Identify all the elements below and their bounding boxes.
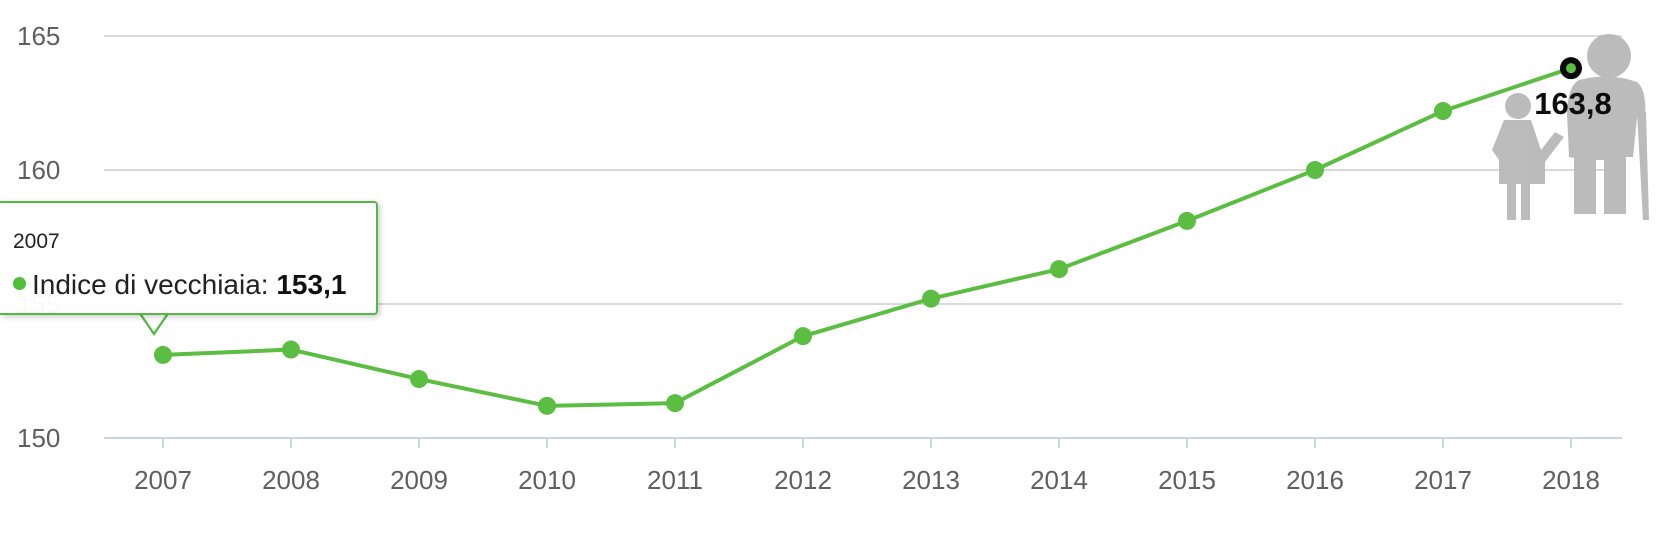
x-tick-label: 2012 <box>774 465 832 495</box>
x-tick-label: 2014 <box>1030 465 1088 495</box>
elder-head-icon <box>1587 34 1631 78</box>
data-point <box>154 345 172 364</box>
walking-cane-icon <box>1637 112 1649 220</box>
x-tick-label: 2013 <box>902 465 960 495</box>
tooltip-series-value: 153,1 <box>276 269 347 300</box>
y-tick-label: 160 <box>17 155 60 185</box>
data-point <box>282 340 300 359</box>
data-point <box>410 370 428 389</box>
data-point <box>538 396 556 415</box>
data-point <box>922 289 940 308</box>
tooltip-arrow-inner <box>141 313 167 332</box>
x-tick-label: 2015 <box>1158 465 1216 495</box>
data-point <box>1306 161 1324 179</box>
y-tick-label: 165 <box>17 21 60 51</box>
x-tick-label: 2016 <box>1286 465 1344 495</box>
x-tick-label: 2018 <box>1542 465 1600 495</box>
child-head-icon <box>1505 93 1531 119</box>
x-tick-label: 2017 <box>1414 465 1472 495</box>
x-tick-label: 2010 <box>518 465 576 495</box>
tooltip-series-label: Indice di vecchiaia: <box>32 269 269 300</box>
y-tick-label: 150 <box>17 423 60 453</box>
series-color-dot <box>13 277 26 291</box>
x-tick-label: 2008 <box>262 465 320 495</box>
data-point <box>1050 260 1068 279</box>
series-line <box>161 66 1573 408</box>
highlighted-data-point-center <box>1566 63 1576 74</box>
data-point <box>794 327 812 346</box>
end-value-label: 163,8 <box>1534 86 1612 121</box>
elder-body-icon <box>1567 76 1646 214</box>
child-body-icon <box>1492 120 1564 220</box>
tooltip-series-line: Indice di vecchiaia: 153,1 <box>13 271 346 299</box>
x-tick-label: 2011 <box>647 465 703 495</box>
elderly-and-child-icon <box>1492 34 1649 220</box>
x-tick-label: 2007 <box>134 465 192 495</box>
tooltip-year: 2007 <box>13 230 60 253</box>
data-tooltip: 2007 Indice di vecchiaia: 153,1 <box>0 201 378 315</box>
data-point <box>1434 102 1452 121</box>
data-point <box>1178 211 1196 230</box>
x-tick-label: 2009 <box>390 465 448 495</box>
data-point <box>666 394 684 413</box>
